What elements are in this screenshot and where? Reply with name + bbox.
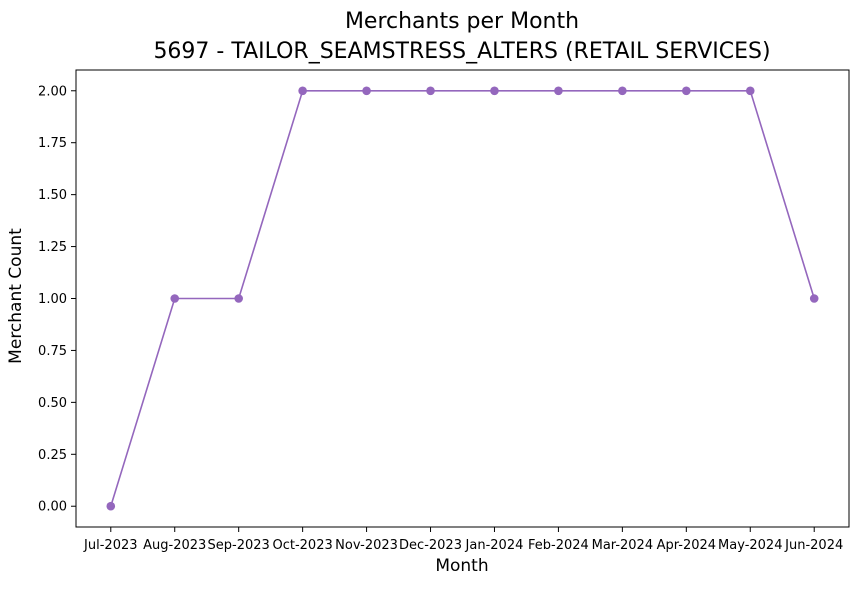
y-tick-label: 2.00 xyxy=(38,84,67,99)
data-point xyxy=(362,86,371,96)
data-point xyxy=(745,86,755,96)
x-tick-label: Feb-2024 xyxy=(528,538,589,553)
y-tick-label: 0.25 xyxy=(38,448,67,463)
data-point xyxy=(490,86,499,96)
x-tick-label: May-2024 xyxy=(718,538,782,553)
plot-area: 0.00 0.25 0.50 0.75 1.00 1.25 1.50 1.75 2.00 Jul-… xyxy=(38,69,850,553)
data-point xyxy=(106,501,116,511)
x-tick-label: Jan-2024 xyxy=(465,538,524,553)
data-point xyxy=(298,86,307,96)
y-tick-label: 1.00 xyxy=(38,292,67,307)
chart-subtitle: 5697 - TAILOR_SEAMSTRESS_ALTERS (RETAIL … xyxy=(153,39,770,64)
series-line xyxy=(110,89,815,507)
x-tick-label: Apr-2024 xyxy=(657,538,716,553)
chart-title: Merchants per Month xyxy=(345,9,579,34)
data-point xyxy=(682,86,691,96)
x-tick-label: Mar-2024 xyxy=(592,538,653,553)
y-tick-label: 1.25 xyxy=(38,240,67,255)
data-point xyxy=(618,86,627,96)
data-point xyxy=(170,294,180,303)
x-tick-label: Oct-2023 xyxy=(272,538,332,553)
y-tick-label: 1.75 xyxy=(38,136,67,151)
y-tick-label: 0.75 xyxy=(38,344,67,359)
y-tick-label: 0.50 xyxy=(38,396,67,411)
data-point xyxy=(234,294,243,303)
y-tick-label: 0.00 xyxy=(38,500,67,515)
data-point xyxy=(426,86,435,96)
x-tick-label: Dec-2023 xyxy=(399,538,462,553)
x-tick-label: Nov-2023 xyxy=(335,538,398,553)
x-axis-label: Month xyxy=(435,556,488,576)
data-point xyxy=(554,86,563,96)
x-tick-label: Aug-2023 xyxy=(143,538,206,553)
x-tick-label: Jun-2024 xyxy=(784,538,843,553)
y-axis-label: Merchant Count xyxy=(6,228,26,364)
x-tick-label: Sep-2023 xyxy=(208,538,270,553)
y-tick-label: 1.50 xyxy=(38,188,67,203)
x-tick-label: Jul-2023 xyxy=(83,538,137,553)
data-point xyxy=(809,294,819,303)
